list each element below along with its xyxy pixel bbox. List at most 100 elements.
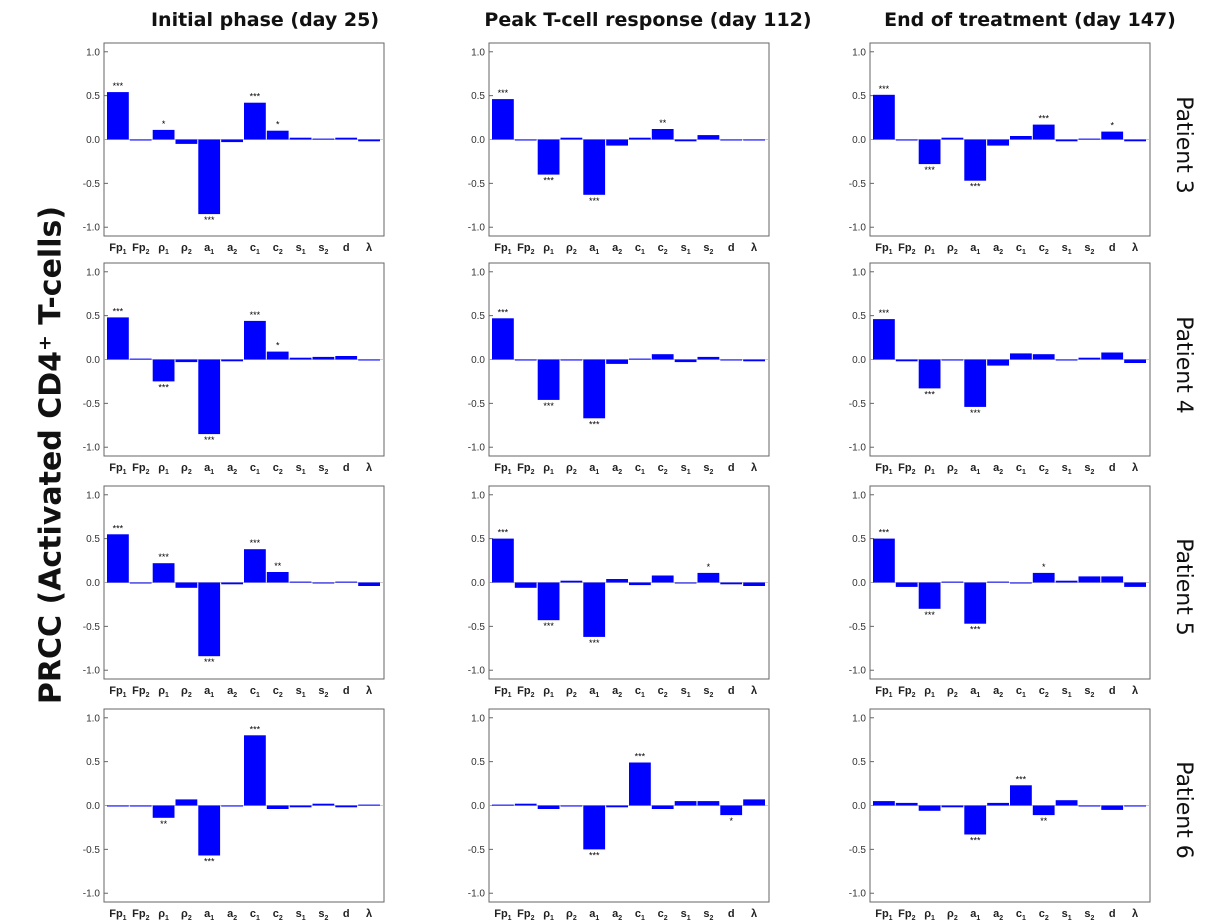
x-tick-label: s2 bbox=[703, 462, 713, 476]
significance-stars: *** bbox=[589, 419, 600, 429]
bar-2 bbox=[537, 582, 560, 621]
significance-stars: *** bbox=[204, 435, 215, 445]
x-tick-label: Fp1 bbox=[875, 685, 892, 699]
significance-stars: *** bbox=[113, 81, 124, 91]
panel-r0-c0: 1.00.50.0-0.5-1.0***********Fp1 Fp2 ρ1 ρ2 a1… bbox=[83, 42, 385, 256]
y-tick-label: 0.5 bbox=[86, 311, 100, 322]
significance-stars: ** bbox=[160, 819, 168, 829]
x-tick-label: s1 bbox=[296, 242, 306, 256]
significance-stars: * bbox=[707, 562, 711, 572]
x-tick-label: λ bbox=[751, 462, 757, 474]
x-tick-label: s1 bbox=[681, 908, 691, 922]
bar-0 bbox=[492, 538, 514, 583]
significance-stars: *** bbox=[250, 310, 261, 320]
significance-stars: *** bbox=[879, 528, 890, 538]
bar-4 bbox=[964, 359, 987, 407]
y-tick-label: -0.5 bbox=[468, 845, 486, 856]
x-tick-label: s2 bbox=[1084, 908, 1094, 922]
panel-r2-c2: 1.00.50.0-0.5-1.0**********Fp1 Fp2 ρ1 ρ2 a1 a… bbox=[849, 485, 1151, 699]
bar-9 bbox=[697, 135, 720, 140]
significance-stars: *** bbox=[924, 389, 935, 399]
bar-8 bbox=[674, 582, 697, 584]
x-tick-label: s2 bbox=[703, 685, 713, 699]
bar-2 bbox=[537, 139, 560, 175]
bar-8 bbox=[1055, 580, 1078, 583]
x-tick-label: c2 bbox=[273, 908, 283, 922]
x-tick-label: c2 bbox=[658, 685, 668, 699]
x-tick-label: ρ2 bbox=[566, 242, 577, 256]
significance-stars: *** bbox=[498, 528, 509, 538]
bar-10 bbox=[720, 139, 743, 141]
bar-6 bbox=[629, 137, 651, 140]
bar-7 bbox=[1032, 354, 1055, 360]
bar-11 bbox=[1124, 139, 1146, 142]
bar-5 bbox=[987, 139, 1009, 146]
x-tick-label: λ bbox=[1132, 242, 1138, 254]
x-tick-label: ρ2 bbox=[566, 462, 577, 476]
bar-10 bbox=[720, 805, 743, 816]
y-tick-label: 0.0 bbox=[86, 801, 100, 812]
x-tick-label: ρ1 bbox=[924, 685, 935, 699]
significance-stars: *** bbox=[498, 307, 509, 317]
significance-stars: *** bbox=[589, 196, 600, 206]
bar-10 bbox=[335, 356, 358, 360]
x-tick-label: c1 bbox=[1016, 685, 1026, 699]
x-tick-label: ρ2 bbox=[566, 908, 577, 922]
x-tick-label: ρ1 bbox=[543, 462, 554, 476]
bar-5 bbox=[987, 359, 1009, 366]
y-tick-label: 1.0 bbox=[852, 490, 866, 501]
x-tick-label: a1 bbox=[589, 462, 599, 476]
bar-8 bbox=[289, 805, 312, 808]
bar-8 bbox=[1055, 800, 1078, 806]
x-tick-label: Fp2 bbox=[132, 462, 149, 476]
bar-5 bbox=[606, 359, 628, 364]
bar-6 bbox=[244, 735, 266, 806]
bar-4 bbox=[583, 582, 606, 637]
x-tick-label: ρ2 bbox=[947, 685, 958, 699]
bar-11 bbox=[358, 582, 380, 586]
x-tick-label: c1 bbox=[635, 462, 645, 476]
y-tick-label: -1.0 bbox=[83, 443, 101, 454]
x-tick-label: ρ2 bbox=[947, 242, 958, 256]
bar-5 bbox=[606, 579, 628, 583]
x-tick-label: d bbox=[343, 462, 350, 474]
bar-2 bbox=[537, 805, 560, 809]
bar-5 bbox=[987, 581, 1009, 583]
x-tick-label: a1 bbox=[970, 685, 980, 699]
x-tick-label: ρ1 bbox=[543, 685, 554, 699]
x-tick-label: λ bbox=[366, 462, 372, 474]
y-tick-label: 1.0 bbox=[852, 713, 866, 724]
x-tick-label: ρ1 bbox=[158, 462, 169, 476]
bar-7 bbox=[1032, 805, 1055, 816]
bar-4 bbox=[583, 359, 606, 419]
row-label-patient-6: Patient 6 bbox=[1171, 761, 1196, 859]
column-title-peak-response: Peak T-cell response (day 112) bbox=[484, 9, 811, 31]
bar-1 bbox=[514, 582, 537, 588]
x-tick-label: a1 bbox=[204, 685, 214, 699]
bar-7 bbox=[651, 805, 674, 809]
bar-9 bbox=[1078, 357, 1101, 360]
y-tick-label: -1.0 bbox=[849, 889, 867, 900]
bar-4 bbox=[583, 139, 606, 195]
bar-3 bbox=[175, 799, 198, 806]
significance-stars: ** bbox=[659, 118, 667, 128]
significance-stars: *** bbox=[1016, 774, 1027, 784]
y-tick-label: 0.0 bbox=[852, 578, 866, 589]
significance-stars: *** bbox=[970, 182, 981, 192]
bar-8 bbox=[674, 359, 697, 363]
bar-7 bbox=[651, 354, 674, 360]
x-tick-label: a2 bbox=[993, 908, 1003, 922]
x-tick-label: ρ1 bbox=[158, 685, 169, 699]
x-tick-label: c1 bbox=[1016, 242, 1026, 256]
x-tick-label: c1 bbox=[635, 242, 645, 256]
x-tick-label: Fp1 bbox=[109, 908, 126, 922]
x-tick-label: c1 bbox=[250, 908, 260, 922]
bar-1 bbox=[514, 139, 537, 141]
y-tick-label: 0.0 bbox=[471, 135, 485, 146]
bar-11 bbox=[743, 359, 765, 362]
x-tick-label: λ bbox=[1132, 685, 1138, 697]
bar-6 bbox=[629, 762, 651, 806]
x-tick-label: a2 bbox=[612, 242, 622, 256]
x-tick-label: Fp1 bbox=[494, 908, 511, 922]
significance-stars: ** bbox=[1040, 816, 1048, 826]
